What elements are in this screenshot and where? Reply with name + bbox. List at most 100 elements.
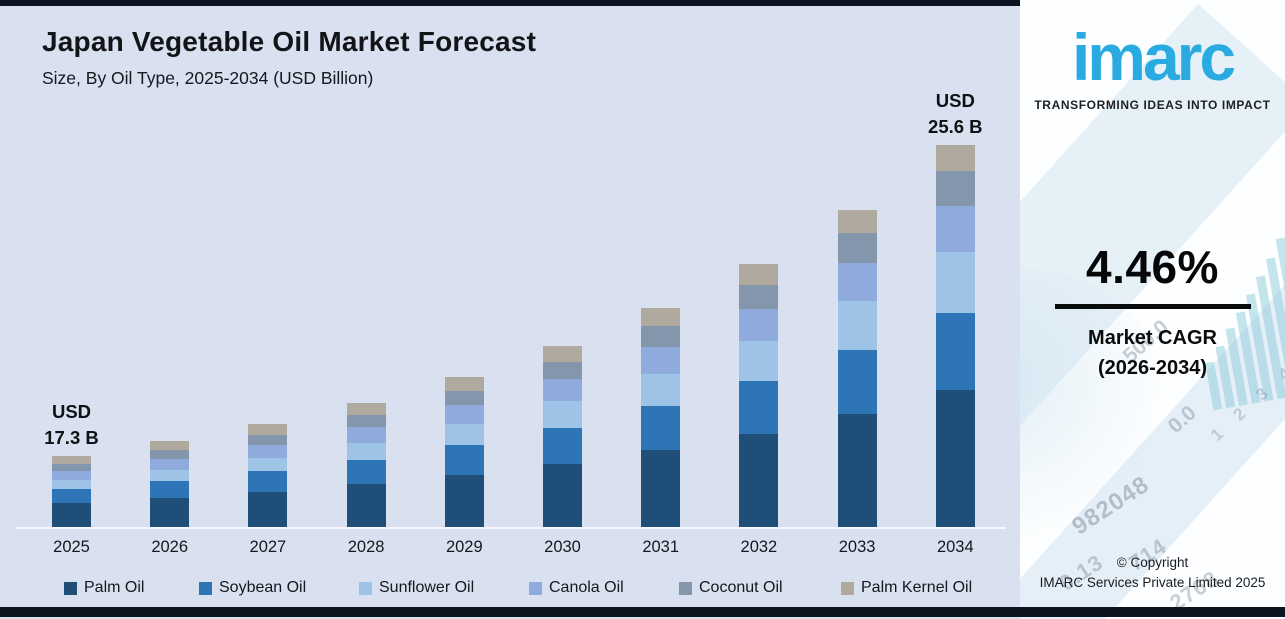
segment-sunflower-oil-2030 xyxy=(543,401,582,428)
segment-palm-oil-2033 xyxy=(837,414,877,527)
copyright-line2: IMARC Services Private Limited 2025 xyxy=(1039,575,1266,590)
segment-coconut-oil-2029 xyxy=(444,391,484,406)
segment-palm-oil-2026 xyxy=(150,497,190,527)
segment-palm-oil-2031 xyxy=(641,450,681,527)
segment-canola-oil-2030 xyxy=(543,379,582,402)
segment-canola-oil-2032 xyxy=(739,309,779,342)
legend-item-sunflower-oil: Sunflower Oil xyxy=(359,579,474,597)
bar-2025 xyxy=(52,456,91,527)
segment-soybean-oil-2031 xyxy=(641,406,681,451)
segment-palm-oil-2025 xyxy=(52,503,91,527)
annotation-2025: USD 17.3 B xyxy=(44,401,99,448)
segment-coconut-oil-2028 xyxy=(346,415,386,428)
segment-palm-oil-2034 xyxy=(935,390,975,527)
segment-coconut-oil-2030 xyxy=(543,361,582,380)
segment-palm-kernel-oil-2031 xyxy=(641,308,681,327)
segment-sunflower-oil-2031 xyxy=(641,373,681,407)
segment-canola-oil-2031 xyxy=(641,346,681,374)
x-axis-label-2025: 2025 xyxy=(53,538,90,556)
annotation-2034: USD 25.6 B xyxy=(928,90,983,137)
sidebar: 500.0 0.0 1 2 3 4 982048 0.13 714 2768 imarc T… xyxy=(1020,0,1285,619)
legend-swatch-sunflower-oil xyxy=(359,581,372,595)
bar-2027 xyxy=(248,424,288,527)
x-axis-label-2033: 2033 xyxy=(838,538,876,556)
segment-sunflower-oil-2033 xyxy=(837,300,877,351)
chart-title: Japan Vegetable Oil Market Forecast xyxy=(42,26,537,57)
segment-coconut-oil-2025 xyxy=(52,464,91,472)
segment-palm-kernel-oil-2029 xyxy=(444,377,484,391)
legend-swatch-coconut-oil xyxy=(679,581,692,595)
cagr-label-line2: (2026-2034) xyxy=(1098,357,1207,379)
cagr-value: 4.46% xyxy=(1086,241,1219,293)
segment-palm-kernel-oil-2030 xyxy=(543,346,582,362)
segment-sunflower-oil-2034 xyxy=(935,251,975,313)
cagr-block: 4.46% Market CAGR (2026-2034) xyxy=(1020,240,1285,383)
segment-soybean-oil-2028 xyxy=(346,459,386,485)
bar-2028 xyxy=(346,403,386,527)
copyright-notice: © Copyright IMARC Services Private Limit… xyxy=(1020,553,1285,593)
plot-area: 2025 2026 2027 2028 2029 2030 2031 2032 2033 2034… xyxy=(16,90,1006,556)
legend-label-coconut-oil: Coconut Oil xyxy=(699,579,783,596)
x-axis-label-2030: 2030 xyxy=(544,538,581,556)
bar-2031 xyxy=(641,308,681,527)
segment-canola-oil-2033 xyxy=(837,262,877,301)
segment-sunflower-oil-2027 xyxy=(248,457,288,472)
x-axis-label-2032: 2032 xyxy=(740,538,778,556)
segment-coconut-oil-2031 xyxy=(641,326,681,347)
segment-palm-oil-2030 xyxy=(543,463,582,527)
legend-swatch-palm-oil xyxy=(64,581,77,595)
bar-2032 xyxy=(739,264,779,527)
segment-coconut-oil-2026 xyxy=(150,450,190,459)
cagr-label-line1: Market CAGR xyxy=(1088,327,1217,349)
bar-2034 xyxy=(935,145,975,527)
segment-palm-kernel-oil-2032 xyxy=(739,264,779,285)
segment-canola-oil-2027 xyxy=(248,444,288,458)
segment-palm-kernel-oil-2025 xyxy=(52,456,91,465)
bottom-border-strip xyxy=(0,607,1285,617)
x-axis-label-2034: 2034 xyxy=(936,538,974,556)
top-border-strip xyxy=(0,0,1020,6)
segment-palm-kernel-oil-2027 xyxy=(248,424,288,435)
x-axis-label-2029: 2029 xyxy=(445,538,483,556)
cagr-divider xyxy=(1054,304,1251,309)
segment-coconut-oil-2034 xyxy=(935,170,975,207)
legend-label-canola-oil: Canola Oil xyxy=(549,579,624,596)
legend-swatch-canola-oil xyxy=(529,581,542,595)
segment-canola-oil-2029 xyxy=(444,405,484,424)
imarc-logo-text: imarc xyxy=(1071,20,1236,94)
bar-2029 xyxy=(444,377,484,527)
segment-palm-kernel-oil-2034 xyxy=(935,145,975,171)
legend-label-palm-kernel-oil: Palm Kernel Oil xyxy=(861,579,973,596)
legend-label-palm-oil: Palm Oil xyxy=(84,579,145,596)
imarc-logo: imarc TRANSFORMING IDEAS INTO IMPACT xyxy=(1020,18,1285,112)
bar-2033 xyxy=(837,210,877,527)
chart-subtitle: Size, By Oil Type, 2025-2034 (USD Billio… xyxy=(42,68,374,88)
legend-swatch-palm-kernel-oil xyxy=(841,581,854,595)
segment-soybean-oil-2026 xyxy=(150,480,190,498)
legend-item-palm-kernel-oil: Palm Kernel Oil xyxy=(841,579,972,597)
segment-coconut-oil-2027 xyxy=(248,434,288,445)
segment-soybean-oil-2034 xyxy=(935,312,975,390)
chart-legend: Palm Oil Soybean Oil Sunflower Oil Canola O… xyxy=(0,579,1020,601)
segment-sunflower-oil-2026 xyxy=(150,469,190,481)
legend-label-soybean-oil: Soybean Oil xyxy=(219,579,307,596)
segment-sunflower-oil-2029 xyxy=(444,423,484,446)
segment-sunflower-oil-2028 xyxy=(346,442,386,460)
legend-item-palm-oil: Palm Oil xyxy=(64,579,144,597)
segment-canola-oil-2034 xyxy=(935,206,975,252)
segment-palm-oil-2028 xyxy=(346,484,386,527)
segment-coconut-oil-2032 xyxy=(739,284,779,310)
segment-palm-oil-2032 xyxy=(739,433,779,527)
segment-soybean-oil-2032 xyxy=(739,381,779,434)
legend-label-sunflower-oil: Sunflower Oil xyxy=(379,579,475,596)
segment-soybean-oil-2029 xyxy=(444,445,484,475)
legend-item-coconut-oil: Coconut Oil xyxy=(679,579,783,597)
segment-canola-oil-2025 xyxy=(52,471,91,481)
segment-coconut-oil-2033 xyxy=(837,233,877,263)
bar-2026 xyxy=(150,441,190,527)
segment-canola-oil-2028 xyxy=(346,427,386,443)
legend-swatch-soybean-oil xyxy=(199,581,212,595)
imarc-tagline: TRANSFORMING IDEAS INTO IMPACT xyxy=(1034,98,1271,112)
segment-palm-kernel-oil-2033 xyxy=(837,210,877,234)
